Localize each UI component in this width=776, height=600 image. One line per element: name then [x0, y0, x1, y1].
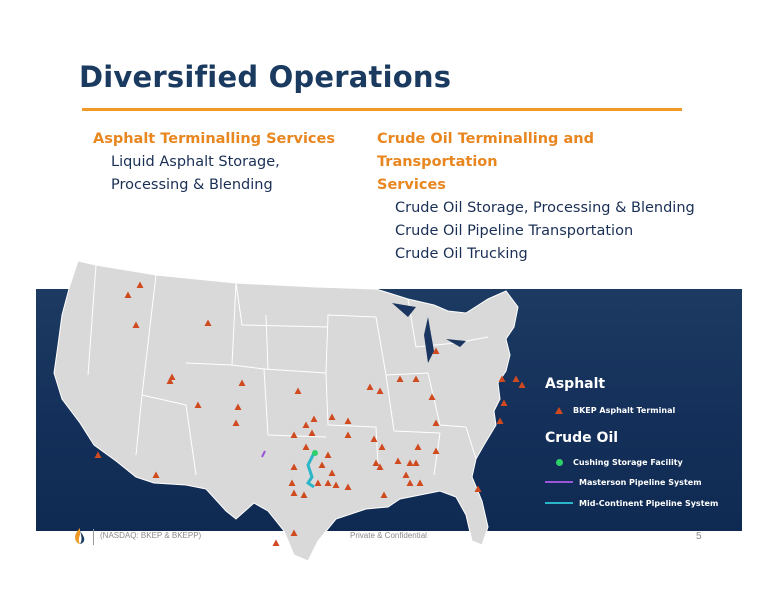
asphalt-terminal-marker [290, 489, 298, 496]
asphalt-terminal-marker [166, 377, 174, 384]
asphalt-terminal-marker [366, 383, 374, 390]
crude-service-item: Crude Oil Pipeline Transportation [395, 223, 634, 239]
teal-line-icon [545, 502, 573, 504]
asphalt-terminal-marker [372, 459, 380, 466]
asphalt-terminal-marker [288, 479, 296, 486]
asphalt-terminal-marker [300, 491, 308, 498]
asphalt-terminal-marker [394, 457, 402, 464]
asphalt-terminal-marker [328, 413, 336, 420]
legend-asphalt-terminal-label: BKEP Asphalt Terminal [573, 405, 676, 415]
legend-cushing: Cushing Storage Facility [545, 455, 683, 469]
asphalt-terminal-marker [370, 435, 378, 442]
asphalt-terminal-marker [314, 479, 322, 486]
asphalt-terminal-marker [290, 431, 298, 438]
green-dot-icon [555, 458, 563, 466]
slide-title: Diversified Operations [79, 60, 452, 94]
great-lakes [392, 303, 466, 363]
footer-confidentiality: Private & Confidential [350, 531, 427, 540]
crude-services-heading-cont: Services [377, 177, 446, 193]
asphalt-terminal-marker [324, 479, 332, 486]
asphalt-terminal-marker [406, 479, 414, 486]
crude-service-item: Crude Oil Storage, Processing & Blending [395, 200, 695, 216]
asphalt-terminal-marker [432, 419, 440, 426]
legend-masterson: Masterson Pipeline System [545, 475, 702, 489]
asphalt-terminal-marker [290, 529, 298, 536]
asphalt-terminal-marker [412, 459, 420, 466]
us-landmass [53, 260, 519, 562]
mid-continent-pipeline [305, 452, 316, 489]
purple-line-icon [545, 481, 573, 483]
asphalt-terminal-marker [474, 485, 482, 492]
asphalt-services-column: Asphalt Terminalling Services Liquid Asp… [93, 128, 373, 197]
asphalt-terminal-marker [402, 471, 410, 478]
masterson-pipeline [261, 450, 266, 458]
asphalt-terminal-marker [194, 401, 202, 408]
legend-midcontinent-label: Mid-Continent Pipeline System [579, 498, 719, 508]
legend-crude-heading: Crude Oil [545, 430, 619, 446]
asphalt-terminal-marker [152, 471, 160, 478]
cushing-storage-facility [312, 450, 318, 456]
asphalt-terminal-marker [432, 347, 440, 354]
asphalt-service-item: Liquid Asphalt Storage, [111, 154, 280, 170]
asphalt-terminal-marker [512, 375, 520, 382]
asphalt-terminal-marker [344, 431, 352, 438]
asphalt-terminal-marker [302, 443, 310, 450]
asphalt-terminal-marker [344, 483, 352, 490]
asphalt-terminal-marker [380, 491, 388, 498]
asphalt-terminal-marker [302, 421, 310, 428]
asphalt-terminal-marker [124, 291, 132, 298]
asphalt-terminal-marker [414, 443, 422, 450]
asphalt-terminal-marker [132, 321, 140, 328]
asphalt-services-heading: Asphalt Terminalling Services [93, 131, 335, 147]
footer-ticker: (NASDAQ: BKEP & BKEPP) [100, 531, 202, 540]
crude-services-heading: Crude Oil Terminalling and Transportatio… [377, 131, 594, 170]
page-number: 5 [696, 531, 702, 542]
asphalt-terminal-marker [376, 463, 384, 470]
legend-asphalt-heading: Asphalt [545, 376, 606, 392]
asphalt-terminal-markers [94, 281, 526, 546]
asphalt-terminal-marker [168, 373, 176, 380]
asphalt-terminal-marker [498, 375, 506, 382]
asphalt-terminal-marker [328, 469, 336, 476]
legend-midcontinent: Mid-Continent Pipeline System [545, 496, 718, 510]
asphalt-terminal-marker [432, 447, 440, 454]
asphalt-terminal-marker [94, 451, 102, 458]
company-logo [75, 528, 85, 544]
asphalt-terminal-marker [290, 463, 298, 470]
asphalt-terminal-marker [428, 393, 436, 400]
legend-cushing-label: Cushing Storage Facility [573, 457, 683, 467]
footer-separator [93, 529, 94, 545]
asphalt-terminal-marker [324, 451, 332, 458]
asphalt-terminal-marker [318, 461, 326, 468]
asphalt-terminal-marker [500, 399, 508, 406]
crude-service-item: Crude Oil Trucking [395, 246, 528, 262]
asphalt-terminal-marker [376, 387, 384, 394]
asphalt-terminal-marker [332, 481, 340, 488]
us-operations-map [53, 260, 526, 562]
asphalt-terminal-marker [310, 415, 318, 422]
asphalt-terminal-marker [344, 417, 352, 424]
asphalt-terminal-marker [272, 539, 280, 546]
title-underline [82, 108, 682, 111]
asphalt-terminal-marker [294, 387, 302, 394]
asphalt-terminal-marker [412, 375, 420, 382]
asphalt-terminal-marker [396, 375, 404, 382]
asphalt-terminal-marker [232, 419, 240, 426]
crude-services-column: Crude Oil Terminalling and Transportatio… [377, 128, 717, 266]
asphalt-terminal-marker [136, 281, 144, 288]
legend-asphalt-terminal: BKEP Asphalt Terminal [545, 403, 675, 417]
us-state-borders [87, 264, 489, 476]
triangle-marker-icon [555, 406, 563, 414]
asphalt-terminal-marker [204, 319, 212, 326]
asphalt-terminal-marker [416, 479, 424, 486]
asphalt-terminal-marker [234, 403, 242, 410]
asphalt-terminal-marker [378, 443, 386, 450]
asphalt-terminal-marker [496, 417, 504, 424]
asphalt-terminal-marker [406, 459, 414, 466]
asphalt-service-item: Processing & Blending [111, 177, 273, 193]
legend-masterson-label: Masterson Pipeline System [579, 477, 702, 487]
asphalt-terminal-marker [238, 379, 246, 386]
asphalt-terminal-marker [518, 381, 526, 388]
asphalt-terminal-marker [308, 429, 316, 436]
